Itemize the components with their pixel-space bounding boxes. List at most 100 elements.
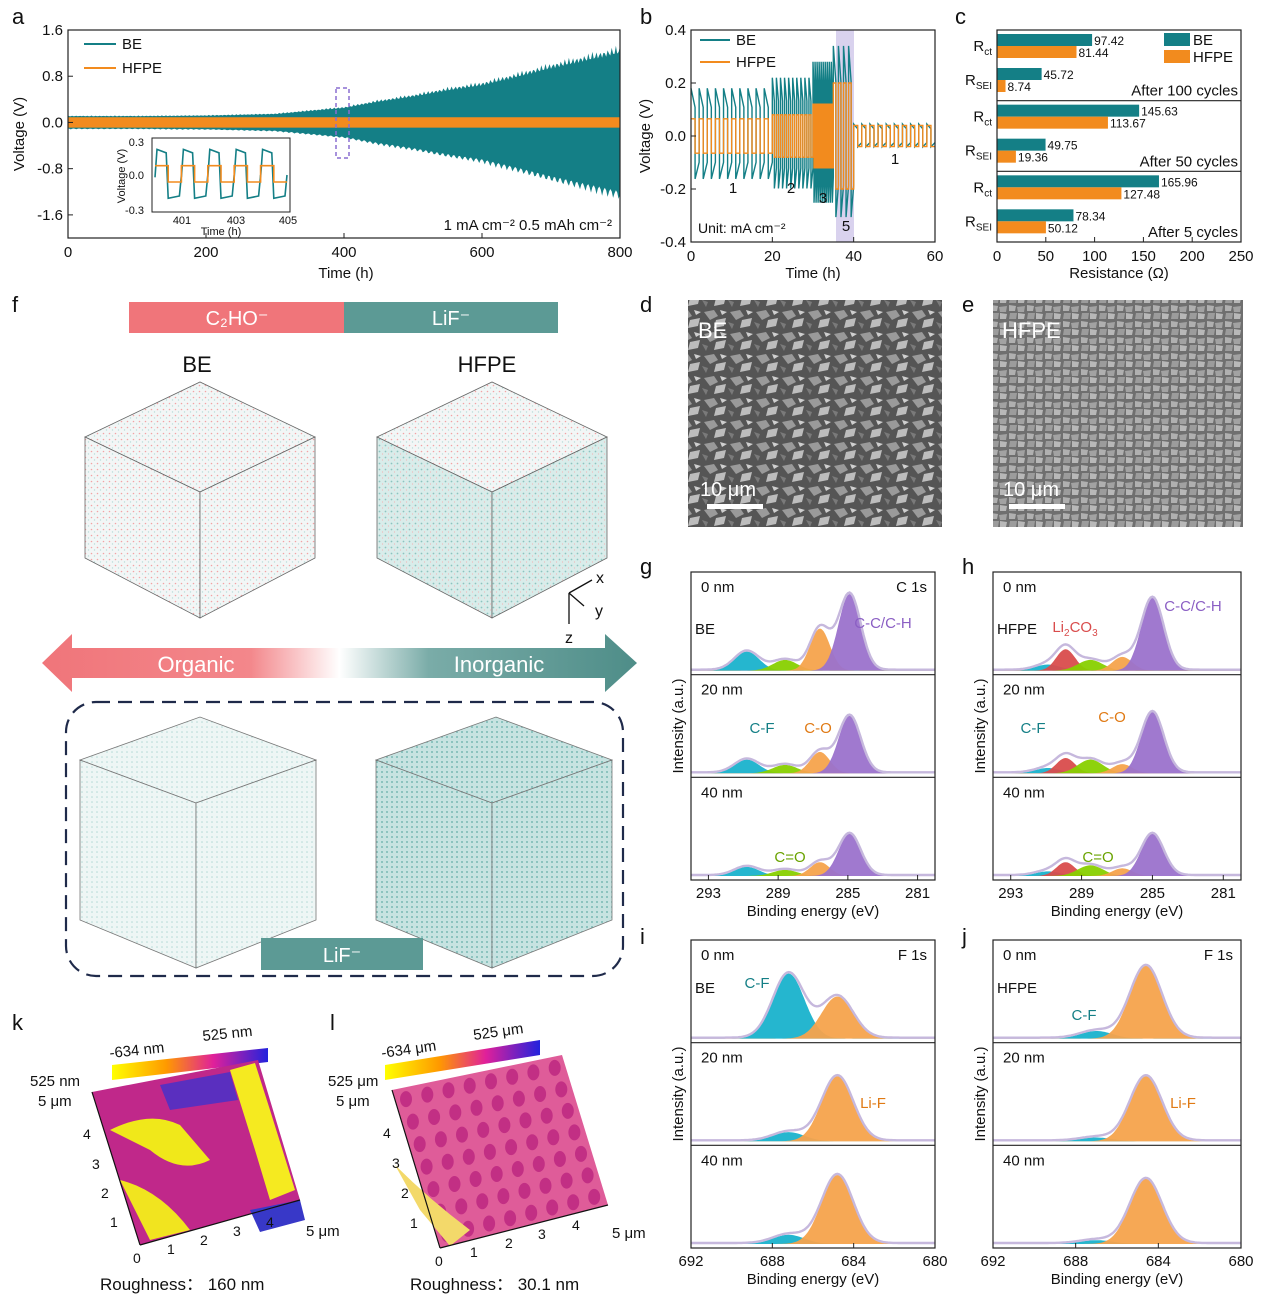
panel-c-value-label: 113.67 bbox=[1110, 117, 1146, 131]
afm-l-grain bbox=[406, 1113, 419, 1130]
panel-c-axes: 0 50 100 150 200 250 bbox=[993, 237, 1254, 265]
afm-l-grain bbox=[498, 1117, 511, 1134]
panel-label-h: h bbox=[962, 554, 974, 579]
afm-l-grain bbox=[526, 1134, 539, 1151]
pi-xtick: 688 bbox=[760, 1253, 785, 1270]
ph-xtick: 289 bbox=[1069, 885, 1094, 902]
afm-l-grain bbox=[525, 1204, 538, 1221]
pi-xtick: 692 bbox=[678, 1253, 703, 1270]
afm-l-xtick: 2 bbox=[505, 1235, 513, 1251]
pj-ylabel: Intensity (a.u.) bbox=[972, 1046, 989, 1141]
panel-a-axes: 0 200 400 600 800 1.6 0.8 0.0 -0.8 -1.6 bbox=[37, 22, 632, 261]
panel-a-ytick: 0.8 bbox=[42, 68, 63, 85]
pg-envelope bbox=[691, 591, 935, 671]
afm-k-peak bbox=[110, 1118, 210, 1166]
pj-envelope bbox=[993, 1073, 1241, 1142]
panel-c-value-label: 19.36 bbox=[1018, 151, 1048, 165]
afm-l-grain bbox=[575, 1145, 587, 1162]
afm-l-grain bbox=[588, 1188, 601, 1205]
panel-a-inset-xtick: 401 bbox=[173, 215, 191, 227]
sem-be-texture bbox=[688, 300, 942, 527]
afm-l-grain bbox=[506, 1068, 519, 1085]
cube-hfpe-combined bbox=[376, 381, 608, 619]
afm-l-grain bbox=[511, 1161, 524, 1177]
afm-l-grain bbox=[518, 1182, 531, 1199]
panel-c-row-label: Rct bbox=[973, 179, 992, 199]
pi-frame bbox=[690, 939, 936, 1249]
pj-xtick: 692 bbox=[980, 1253, 1005, 1270]
legend-lif: LiF⁻ bbox=[432, 308, 470, 330]
ph-peak-c-o bbox=[993, 764, 1241, 774]
afm-l-grain bbox=[442, 1082, 455, 1099]
pj-envelope bbox=[993, 1176, 1241, 1245]
panel-b-axes: 0 20 40 60 0.4 0.2 0.0 -0.2 -0.4 bbox=[660, 22, 943, 265]
afm-k-ytick: 1 bbox=[110, 1214, 118, 1230]
pj-peak-label: C-F bbox=[1072, 1007, 1097, 1024]
afm-l-grain bbox=[546, 1199, 559, 1216]
panel-b-legend-be: BE bbox=[736, 32, 756, 49]
panel-label-a: a bbox=[12, 4, 25, 29]
panel-c-bar-hfpe bbox=[997, 116, 1108, 129]
panel-c-bar-hfpe bbox=[997, 150, 1016, 163]
panel-k-afm: -634 nm 525 nm 525 nm 0 1 2 3 4 5 μm 1 2… bbox=[30, 1023, 340, 1294]
ph-depth-label: 40 nm bbox=[1003, 784, 1045, 801]
panel-b-xtick: 0 bbox=[687, 248, 695, 265]
panel-b-plot-area bbox=[690, 45, 936, 218]
arrow-inorganic-label: Inorganic bbox=[454, 652, 545, 677]
afm-l-bright-streak bbox=[395, 1165, 470, 1246]
panel-b-step-label: 2 bbox=[787, 180, 795, 197]
afm-k-ytick: 4 bbox=[83, 1126, 91, 1142]
pg-peak-label: C-O bbox=[804, 720, 832, 737]
ph-depth-label: 20 nm bbox=[1003, 682, 1045, 699]
panel-c-value-label: 49.75 bbox=[1048, 139, 1078, 153]
afm-l-grain bbox=[456, 1126, 468, 1143]
afm-l-grain bbox=[548, 1059, 561, 1076]
afm-l-grain bbox=[527, 1064, 540, 1081]
panel-a-inset-ytick: -0.3 bbox=[125, 205, 144, 217]
afm-k-valley bbox=[160, 1072, 238, 1110]
afm-l-grain bbox=[449, 1104, 462, 1121]
pg-depth-label: 20 nm bbox=[701, 682, 743, 699]
afm-k-xaxis bbox=[139, 1199, 301, 1246]
afm-l-grain bbox=[581, 1167, 594, 1184]
afm-l-ytick: 1 bbox=[410, 1215, 418, 1231]
pi-envelope bbox=[691, 970, 935, 1039]
ph-xtick: 281 bbox=[1211, 885, 1236, 902]
panel-b-hfpe-trace bbox=[691, 82, 935, 190]
panel-c-condition: After 50 cycles bbox=[1140, 153, 1238, 170]
panel-label-i: i bbox=[640, 924, 645, 949]
panel-h-xps-c1s-hfpe: 0 nm 20 nm 40 nm 293 289 285 281 Binding energy… bbox=[972, 571, 1242, 920]
panel-j-xps-f1s-hfpe: 0 nm 20 nm 40 nm 692 688 684 680 Binding energy… bbox=[972, 939, 1254, 1288]
pj-peak-li-f bbox=[993, 1076, 1241, 1142]
pg-xlabel: Binding energy (eV) bbox=[747, 903, 880, 920]
panel-b-xtick: 20 bbox=[764, 248, 781, 265]
ph-peak-li2co3 bbox=[993, 862, 1241, 876]
afm-k-xtick: 5 μm bbox=[306, 1223, 340, 1240]
afm-l-grain bbox=[462, 1148, 475, 1165]
pi-depth-label: 20 nm bbox=[701, 1050, 743, 1067]
pj-xtick: 684 bbox=[1146, 1253, 1171, 1270]
panel-c-xtick: 100 bbox=[1082, 248, 1107, 265]
pj-depth-label: 0 nm bbox=[1003, 947, 1036, 964]
pg-xtick: 281 bbox=[905, 885, 930, 902]
pi-peak-li-f bbox=[691, 1076, 935, 1142]
ph-xtick: 285 bbox=[1140, 885, 1165, 902]
pg-peak-label: C=O bbox=[774, 849, 805, 866]
lif-bottom-tag bbox=[261, 938, 423, 970]
afm-l-grain bbox=[427, 1181, 440, 1198]
organic-inorganic-arrow bbox=[42, 634, 637, 692]
afm-k-xtick: 3 bbox=[233, 1223, 241, 1239]
panel-g-xps-c1s-be: 0 nm 20 nm 40 nm 293 289 285 281 Binding energy… bbox=[670, 571, 936, 920]
panel-label-c: c bbox=[955, 4, 966, 29]
pi-ylabel: Intensity (a.u.) bbox=[670, 1046, 687, 1141]
panel-a-inset-ytick: 0.0 bbox=[129, 170, 144, 182]
pi-envelope bbox=[691, 1172, 935, 1245]
afm-k-xtick: 1 bbox=[167, 1241, 175, 1257]
panel-b-step-label: 3 bbox=[819, 190, 827, 207]
panel-c-value-label: 81.44 bbox=[1078, 46, 1108, 60]
cube-axes-indicator: x y z bbox=[565, 570, 604, 647]
pi-peak-li-f bbox=[691, 1175, 935, 1244]
panel-c-value-label: 127.48 bbox=[1123, 187, 1160, 201]
panel-b-ylabel: Voltage (V) bbox=[637, 99, 654, 173]
